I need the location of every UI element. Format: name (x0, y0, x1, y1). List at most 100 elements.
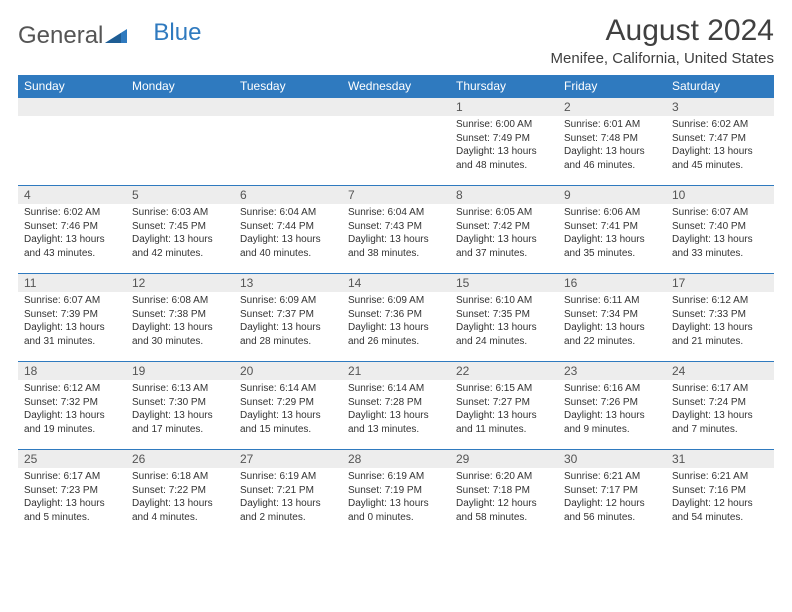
day-number: 12 (126, 274, 234, 292)
day-body: Sunrise: 6:20 AMSunset: 7:18 PMDaylight:… (450, 468, 558, 526)
brand-part2: Blue (153, 19, 201, 47)
daylight-line: Daylight: 13 hours and 2 minutes. (240, 498, 321, 523)
day-number: 5 (126, 186, 234, 204)
sunrise-line: Sunrise: 6:05 AM (456, 207, 532, 218)
day-number: 15 (450, 274, 558, 292)
sunrise-line: Sunrise: 6:18 AM (132, 471, 208, 482)
day-number: 10 (666, 186, 774, 204)
day-body: Sunrise: 6:09 AMSunset: 7:36 PMDaylight:… (342, 292, 450, 350)
location-text: Menifee, California, United States (551, 50, 774, 67)
day-header: Sunday (18, 75, 126, 98)
sunset-line: Sunset: 7:35 PM (456, 309, 530, 320)
sunset-line: Sunset: 7:40 PM (672, 221, 746, 232)
day-body: Sunrise: 6:19 AMSunset: 7:21 PMDaylight:… (234, 468, 342, 526)
day-body: Sunrise: 6:07 AMSunset: 7:39 PMDaylight:… (18, 292, 126, 350)
day-body: Sunrise: 6:17 AMSunset: 7:24 PMDaylight:… (666, 380, 774, 438)
day-number: 21 (342, 362, 450, 380)
sunrise-line: Sunrise: 6:17 AM (24, 471, 100, 482)
day-body: Sunrise: 6:07 AMSunset: 7:40 PMDaylight:… (666, 204, 774, 262)
daylight-line: Daylight: 13 hours and 7 minutes. (672, 410, 753, 435)
daylight-line: Daylight: 13 hours and 28 minutes. (240, 322, 321, 347)
sunset-line: Sunset: 7:26 PM (564, 397, 638, 408)
daylight-line: Daylight: 13 hours and 19 minutes. (24, 410, 105, 435)
sunset-line: Sunset: 7:47 PM (672, 133, 746, 144)
brand-logo: General Blue (18, 14, 201, 50)
daylight-line: Daylight: 13 hours and 11 minutes. (456, 410, 537, 435)
day-header: Friday (558, 75, 666, 98)
sunset-line: Sunset: 7:41 PM (564, 221, 638, 232)
daylight-line: Daylight: 13 hours and 46 minutes. (564, 146, 645, 171)
day-number: 6 (234, 186, 342, 204)
sunset-line: Sunset: 7:33 PM (672, 309, 746, 320)
daylight-line: Daylight: 13 hours and 5 minutes. (24, 498, 105, 523)
day-body: Sunrise: 6:16 AMSunset: 7:26 PMDaylight:… (558, 380, 666, 438)
sunrise-line: Sunrise: 6:06 AM (564, 207, 640, 218)
sunrise-line: Sunrise: 6:12 AM (24, 383, 100, 394)
day-header: Monday (126, 75, 234, 98)
day-body: Sunrise: 6:00 AMSunset: 7:49 PMDaylight:… (450, 116, 558, 174)
daylight-line: Daylight: 13 hours and 15 minutes. (240, 410, 321, 435)
sunrise-line: Sunrise: 6:12 AM (672, 295, 748, 306)
calendar-week-row: 18 Sunrise: 6:12 AM Sunset: 7:32 PM Dayligh… (18, 362, 774, 450)
month-title: August 2024 (551, 14, 774, 48)
sunrise-line: Sunrise: 6:01 AM (564, 119, 640, 130)
day-number: 7 (342, 186, 450, 204)
day-header: Thursday (450, 75, 558, 98)
sunset-line: Sunset: 7:27 PM (456, 397, 530, 408)
sunrise-line: Sunrise: 6:15 AM (456, 383, 532, 394)
daylight-line: Daylight: 12 hours and 58 minutes. (456, 498, 537, 523)
day-header: Tuesday (234, 75, 342, 98)
calendar-week-row: 4Sunrise: 6:02 AMSunset: 7:46 PMDaylight… (18, 186, 774, 274)
sunset-line: Sunset: 7:38 PM (132, 309, 206, 320)
calendar-week-row: 1Sunrise: 6:00 AMSunset: 7:49 PMDaylight… (18, 98, 774, 186)
daylight-line: Daylight: 13 hours and 9 minutes. (564, 410, 645, 435)
day-number: 28 (342, 450, 450, 468)
day-body: Sunrise: 6:17 AMSunset: 7:23 PMDaylight:… (18, 468, 126, 526)
sunrise-line: Sunrise: 6:02 AM (672, 119, 748, 130)
calendar-header-row: SundayMondayTuesdayWednesdayThursdayFrid… (18, 75, 774, 98)
day-body: Sunrise: 6:21 AMSunset: 7:17 PMDaylight:… (558, 468, 666, 526)
day-number: 13 (234, 274, 342, 292)
calendar-table: SundayMondayTuesdayWednesdayThursdayFrid… (18, 75, 774, 538)
sunrise-line: Sunrise: 6:02 AM (24, 207, 100, 218)
day-body: Sunrise: 6:08 AMSunset: 7:38 PMDaylight:… (126, 292, 234, 350)
calendar-day-cell: 16Sunrise: 6:11 AMSunset: 7:34 PMDayligh… (558, 274, 666, 362)
sunrise-line: Sunrise: 6:03 AM (132, 207, 208, 218)
calendar-day-cell: 24Sunrise: 6:17 AMSunset: 7:24 PMDayligh… (666, 362, 774, 450)
calendar-day-cell: 28Sunrise: 6:19 AMSunset: 7:19 PMDayligh… (342, 450, 450, 538)
calendar-day-cell (234, 98, 342, 186)
day-body: Sunrise: 6:14 AM Sunset: 7:29 PM Daylight:… (234, 380, 342, 438)
day-body: Sunrise: 6:21 AMSunset: 7:16 PMDaylight:… (666, 468, 774, 526)
daylight-line: Daylight: 13 hours and 38 minutes. (348, 234, 429, 259)
calendar-day-cell: 25Sunrise: 6:17 AMSunset: 7:23 PMDayligh… (18, 450, 126, 538)
sunset-line: Sunset: 7:29 PM (240, 397, 314, 408)
sunrise-line: Sunrise: 6:21 AM (672, 471, 748, 482)
daylight-line: Daylight: 13 hours and 24 minutes. (456, 322, 537, 347)
calendar-day-cell: 12Sunrise: 6:08 AMSunset: 7:38 PMDayligh… (126, 274, 234, 362)
day-number: 18 (18, 362, 126, 380)
day-number: 4 (18, 186, 126, 204)
day-number: 8 (450, 186, 558, 204)
sunrise-line: Sunrise: 6:04 AM (240, 207, 316, 218)
sunrise-line: Sunrise: 6:14 AM (348, 383, 424, 394)
calendar-day-cell: 17Sunrise: 6:12 AMSunset: 7:33 PMDayligh… (666, 274, 774, 362)
calendar-day-cell: 27Sunrise: 6:19 AMSunset: 7:21 PMDayligh… (234, 450, 342, 538)
calendar-day-cell: 4Sunrise: 6:02 AMSunset: 7:46 PMDaylight… (18, 186, 126, 274)
day-number: 25 (18, 450, 126, 468)
sunset-line: Sunset: 7:39 PM (24, 309, 98, 320)
day-number: 31 (666, 450, 774, 468)
calendar-day-cell: 21Sunrise: 6:14 AMSunset: 7:28 PMDayligh… (342, 362, 450, 450)
title-block: August 2024 Menifee, California, United … (551, 14, 774, 67)
sunset-line: Sunset: 7:32 PM (24, 397, 98, 408)
calendar-day-cell: 7Sunrise: 6:04 AMSunset: 7:43 PMDaylight… (342, 186, 450, 274)
sunset-line: Sunset: 7:42 PM (456, 221, 530, 232)
sunrise-line: Sunrise: 6:14 AM (240, 383, 316, 394)
daylight-line: Daylight: 13 hours and 31 minutes. (24, 322, 105, 347)
day-number: 2 (558, 98, 666, 116)
calendar-day-cell: 18 Sunrise: 6:12 AM Sunset: 7:32 PM Dayligh… (18, 362, 126, 450)
sunset-line: Sunset: 7:45 PM (132, 221, 206, 232)
daylight-line: Daylight: 13 hours and 0 minutes. (348, 498, 429, 523)
day-body: Sunrise: 6:01 AMSunset: 7:48 PMDaylight:… (558, 116, 666, 174)
sunset-line: Sunset: 7:17 PM (564, 485, 638, 496)
calendar-day-cell: 26Sunrise: 6:18 AMSunset: 7:22 PMDayligh… (126, 450, 234, 538)
